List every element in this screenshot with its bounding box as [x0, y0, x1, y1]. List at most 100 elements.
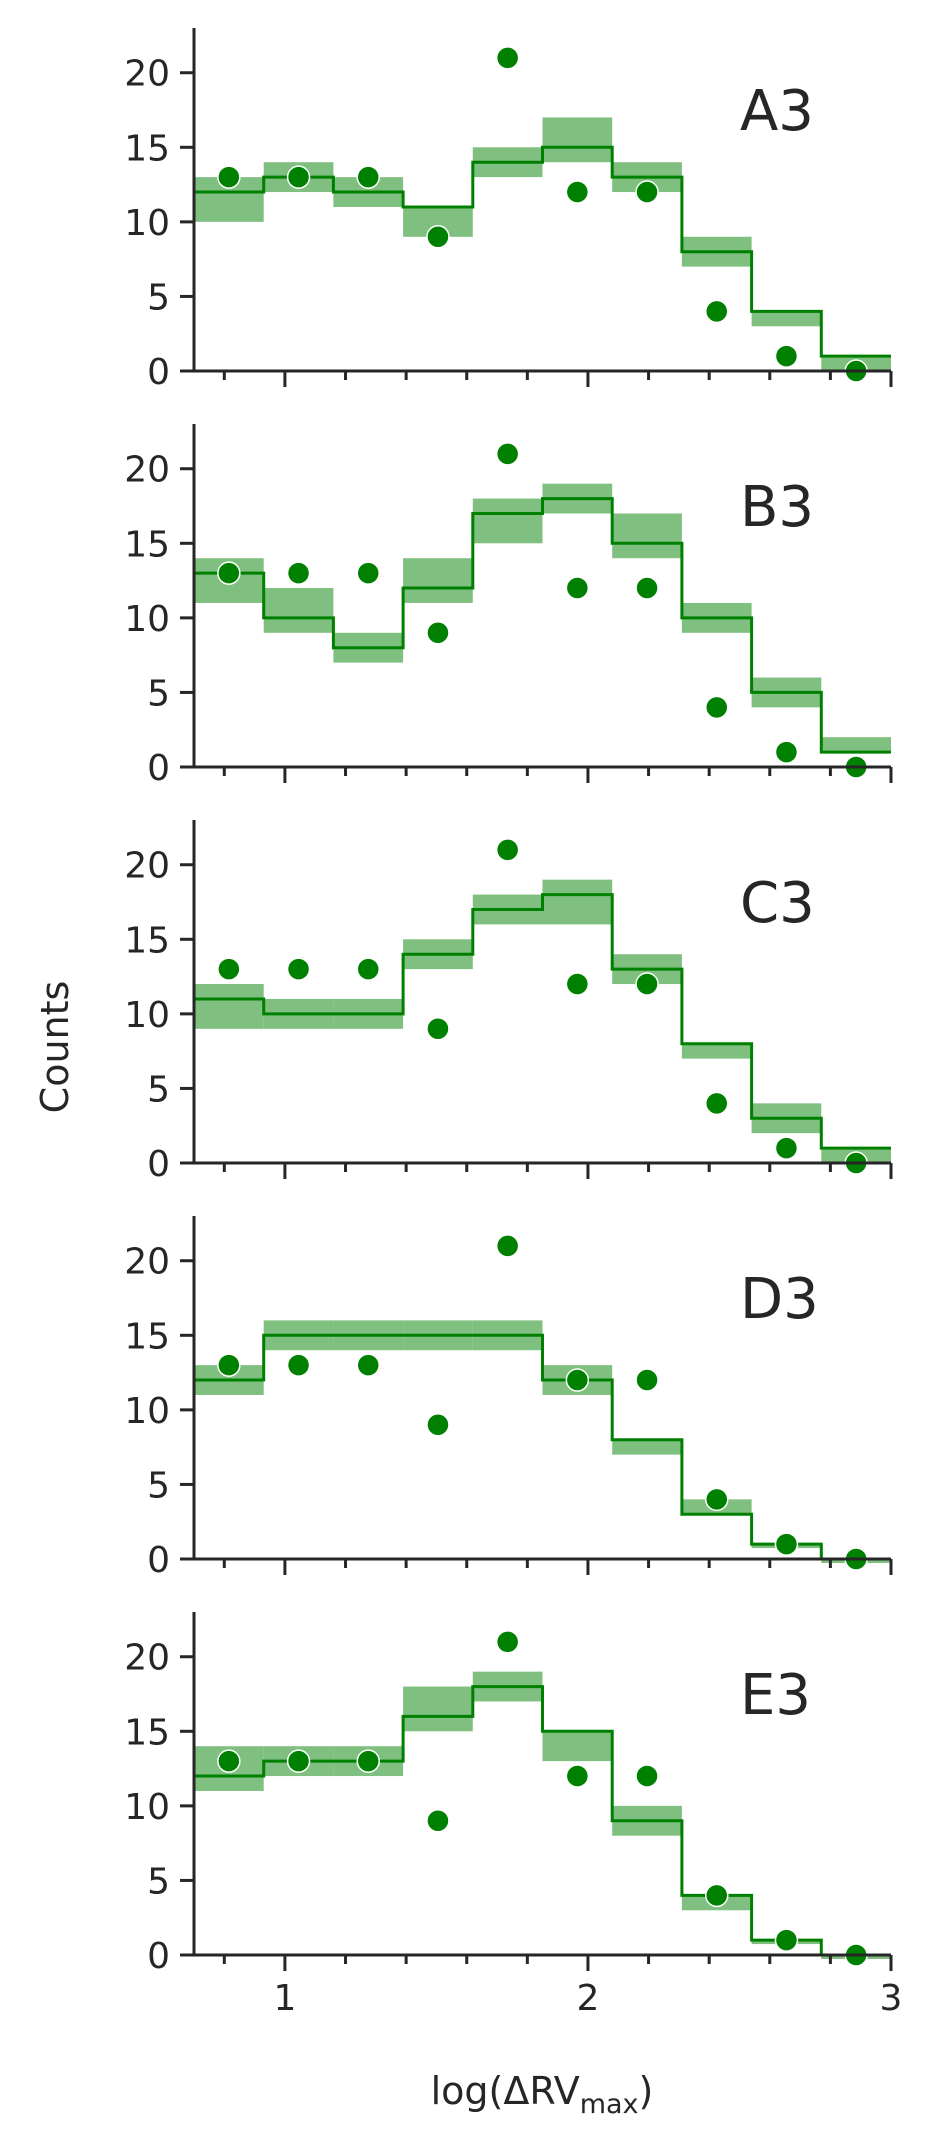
y-tick-label: 10: [124, 995, 170, 1036]
panel-d3: 0 5 10 15 20 D3: [124, 1216, 893, 1581]
panel-b3: 0 5 10 15 20 B3: [124, 424, 893, 789]
observed-point-d3-4: [426, 1413, 450, 1437]
observed-point-e3-4: [426, 1809, 450, 1833]
observed-point-e3-6: [565, 1764, 590, 1788]
y-tick-label: 15: [124, 1316, 170, 1357]
observed-point-a3-4: [426, 225, 450, 249]
y-tick-label: 5: [147, 1861, 170, 1902]
observed-point-a3-5: [495, 46, 520, 70]
observed-point-a3-9: [774, 344, 799, 368]
x-axis-title: log(ΔRVmax): [431, 2069, 654, 2120]
y-tick-label: 5: [147, 277, 170, 318]
y-tick-label: 0: [147, 352, 170, 393]
y-tick-label: 5: [147, 673, 170, 714]
band-e3-bin-4: [403, 1686, 473, 1732]
observed-point-e3-9: [774, 1928, 799, 1952]
observed-point-a3-3: [356, 165, 380, 189]
band-a3-bin-9: [751, 311, 822, 327]
observed-point-c3-7: [635, 972, 659, 996]
y-tick-label: 10: [124, 1391, 170, 1432]
observed-point-a3-2: [286, 165, 311, 189]
observed-point-b3-6: [565, 576, 590, 600]
observed-point-b3-2: [286, 561, 311, 585]
observed-point-e3-7: [635, 1764, 659, 1788]
observed-point-d3-3: [356, 1353, 380, 1377]
model-step-line-c3: [194, 893, 891, 1150]
band-d3-bin-7: [612, 1439, 682, 1455]
band-a3-bin-6: [542, 117, 613, 163]
band-b3-bin-2: [263, 588, 334, 633]
observed-point-b3-4: [426, 621, 450, 645]
y-tick-label: 10: [124, 203, 170, 244]
y-tick-label: 15: [124, 524, 170, 565]
panel-label: C3: [740, 871, 815, 936]
x-tick-label: 2: [577, 1978, 600, 2019]
y-axis-title: Counts: [33, 981, 77, 1114]
y-tick-label: 0: [147, 748, 170, 789]
panel-label: E3: [740, 1663, 811, 1728]
model-step-line-a3: [194, 145, 891, 358]
y-tick-label: 20: [124, 54, 170, 95]
observed-point-c3-5: [495, 838, 520, 862]
panel-c3: 0 5 10 15 20 C3: [124, 820, 893, 1185]
observed-point-a3-1: [217, 165, 241, 189]
panel-label: A3: [740, 79, 814, 144]
observed-point-c3-9: [774, 1136, 799, 1160]
observed-point-c3-1: [217, 957, 241, 981]
y-tick-label: 20: [124, 450, 170, 491]
x-axis-title-main: log(ΔRV: [431, 2069, 580, 2113]
observed-point-d3-7: [635, 1368, 659, 1392]
y-tick-label: 10: [124, 1787, 170, 1828]
model-step-line-b3: [194, 497, 891, 754]
band-b3-bin-7: [612, 513, 682, 559]
band-c3-bin-8: [681, 1043, 752, 1059]
band-b3-bin-10: [821, 737, 891, 753]
observed-point-d3-1: [217, 1353, 241, 1377]
y-tick-label: 10: [124, 599, 170, 640]
observed-point-d3-9: [774, 1532, 799, 1556]
y-tick-label: 15: [124, 920, 170, 961]
y-tick-label: 20: [124, 1242, 170, 1283]
panel-label: B3: [740, 475, 814, 540]
observed-point-d3-2: [286, 1353, 311, 1377]
y-tick-label: 20: [124, 1638, 170, 1679]
observed-point-b3-9: [774, 740, 799, 764]
y-tick-label: 15: [124, 128, 170, 169]
panel-e3: 0 5 10 15 20 E3: [124, 1612, 893, 1977]
model-step-line-e3: [194, 1685, 891, 1957]
band-c3-bin-1: [194, 984, 264, 1029]
observed-point-c3-3: [356, 957, 380, 981]
y-tick-label: 5: [147, 1069, 170, 1110]
y-tick-label: 0: [147, 1936, 170, 1977]
observed-point-a3-8: [705, 299, 729, 324]
panel-label: D3: [740, 1267, 819, 1332]
observed-point-c3-2: [286, 957, 311, 981]
band-b3-bin-4: [403, 558, 473, 603]
observed-point-d3-8: [705, 1487, 729, 1512]
observed-point-a3-6: [565, 180, 590, 204]
observed-point-e3-8: [705, 1883, 729, 1908]
observed-point-d3-5: [495, 1234, 520, 1258]
y-tick-label: 5: [147, 1465, 170, 1506]
observed-point-e3-3: [356, 1749, 380, 1773]
observed-point-c3-8: [705, 1091, 729, 1116]
observed-point-e3-2: [286, 1749, 311, 1773]
x-axis-title-subscript: max: [580, 2089, 639, 2120]
x-tick-label: 1: [273, 1978, 296, 2019]
y-tick-label: 0: [147, 1144, 170, 1185]
y-tick-label: 15: [124, 1712, 170, 1753]
observed-point-d3-6: [565, 1368, 590, 1392]
observed-point-b3-3: [356, 561, 380, 585]
y-tick-label: 0: [147, 1540, 170, 1581]
y-tick-label: 20: [124, 846, 170, 887]
observed-point-b3-5: [495, 442, 520, 466]
observed-point-c3-6: [565, 972, 590, 996]
x-tick-label: 3: [880, 1978, 903, 2019]
observed-point-b3-1: [217, 561, 241, 585]
observed-point-a3-7: [635, 180, 659, 204]
band-e3-bin-6: [542, 1731, 613, 1762]
observed-point-c3-4: [426, 1017, 450, 1041]
observed-point-b3-7: [635, 576, 659, 600]
x-axis-title-close: ): [639, 2069, 654, 2113]
